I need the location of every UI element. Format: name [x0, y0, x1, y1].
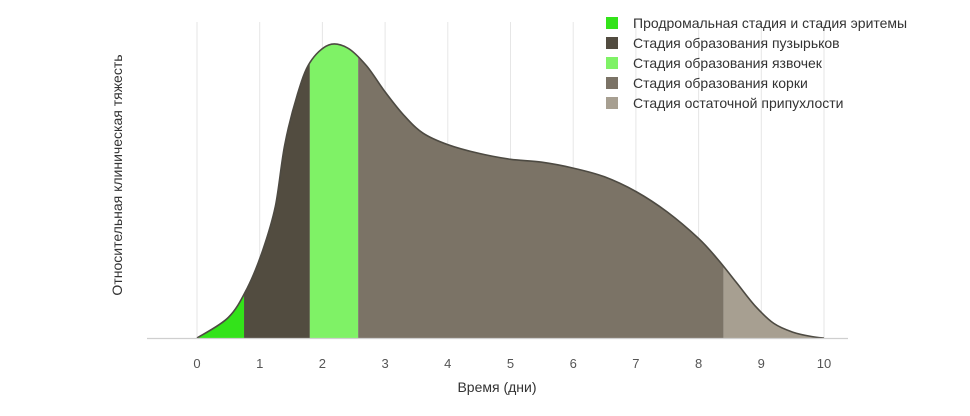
legend-item-3: Стадия образования язвочек [606, 55, 823, 71]
x-tick-label-9: 9 [758, 356, 765, 371]
x-tick-label-0: 0 [193, 356, 200, 371]
x-tick-label-10: 10 [817, 356, 831, 371]
legend-label-3: Стадия образования язвочек [633, 55, 823, 71]
legend-item-5: Стадия остаточной припухлости [606, 95, 844, 111]
legend-swatch-5 [606, 97, 618, 109]
legend-label-5: Стадия остаточной припухлости [633, 95, 844, 111]
x-axis-title: Время (дни) [457, 379, 536, 395]
severity-curve-outline [196, 43, 825, 339]
legend-label-4: Стадия образования корки [633, 75, 808, 91]
stage-area-2 [244, 43, 310, 338]
x-tick-label-6: 6 [570, 356, 577, 371]
x-tick-label-7: 7 [632, 356, 639, 371]
stage-area-1 [197, 43, 245, 338]
legend-swatch-2 [606, 37, 618, 49]
legend-swatch-4 [606, 77, 618, 89]
x-tick-label-1: 1 [256, 356, 263, 371]
x-tick-label-3: 3 [381, 356, 388, 371]
legend-label-2: Стадия образования пузырьков [633, 35, 840, 51]
legend-swatch-3 [606, 57, 618, 69]
legend: Продромальная стадия и стадия эритемы Ста… [606, 15, 907, 111]
legend-label-1: Продромальная стадия и стадия эритемы [633, 15, 907, 31]
legend-item-2: Стадия образования пузырьков [606, 35, 840, 51]
x-tick-labels: 0 1 2 3 4 5 6 7 8 9 10 [193, 356, 831, 371]
x-tick-label-2: 2 [319, 356, 326, 371]
stage-area-3 [309, 43, 359, 338]
legend-swatch-1 [606, 17, 618, 29]
x-tick-label-5: 5 [507, 356, 514, 371]
legend-item-1: Продромальная стадия и стадия эритемы [606, 15, 907, 31]
legend-item-4: Стадия образования корки [606, 75, 808, 91]
y-axis-title: Относительная клиническая тяжесть [109, 54, 125, 295]
x-tick-label-4: 4 [444, 356, 451, 371]
x-tick-label-8: 8 [695, 356, 702, 371]
